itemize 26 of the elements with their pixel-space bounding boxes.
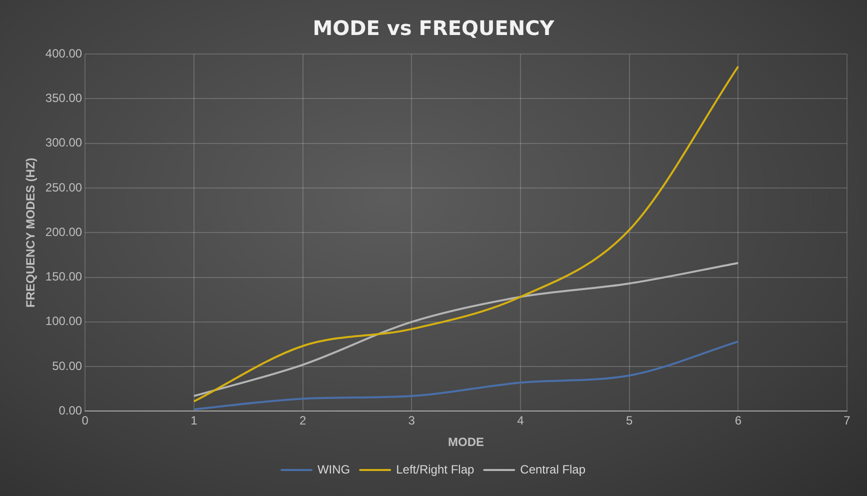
legend-label: WING [317,462,350,476]
line-series [192,262,740,398]
chart-title: MODE vs FREQUENCY [312,16,555,40]
x-tick-label: 1 [190,414,198,428]
x-tick-label: 0 [82,414,89,428]
y-tick-label: 400.00 [45,46,82,60]
x-tick-label: 4 [517,414,524,428]
line-series [192,66,740,402]
legend-label: Central Flap [520,462,586,476]
x-tick-label: 5 [626,414,633,428]
y-axis-title: FREQUENCY MODES (HZ) [24,158,38,308]
y-tick-label: 0.00 [58,404,82,418]
x-tick-label: 7 [844,414,851,428]
y-tick-label: 200.00 [45,224,82,239]
line-series [192,340,740,410]
legend-label: Left/Right Flap [396,462,474,476]
x-tick-label: 6 [734,414,742,428]
x-axis-title: MODE [448,435,484,450]
y-tick-label: 150.00 [45,270,82,284]
y-tick-label: 300.00 [45,136,82,150]
y-tick-label: 100.00 [45,314,82,328]
x-tick-label: 3 [408,414,416,428]
x-tick-label: 2 [299,414,306,428]
y-tick-label: 350.00 [45,90,82,105]
y-tick-label: 50.00 [52,358,82,373]
y-tick-label: 250.00 [45,180,82,194]
